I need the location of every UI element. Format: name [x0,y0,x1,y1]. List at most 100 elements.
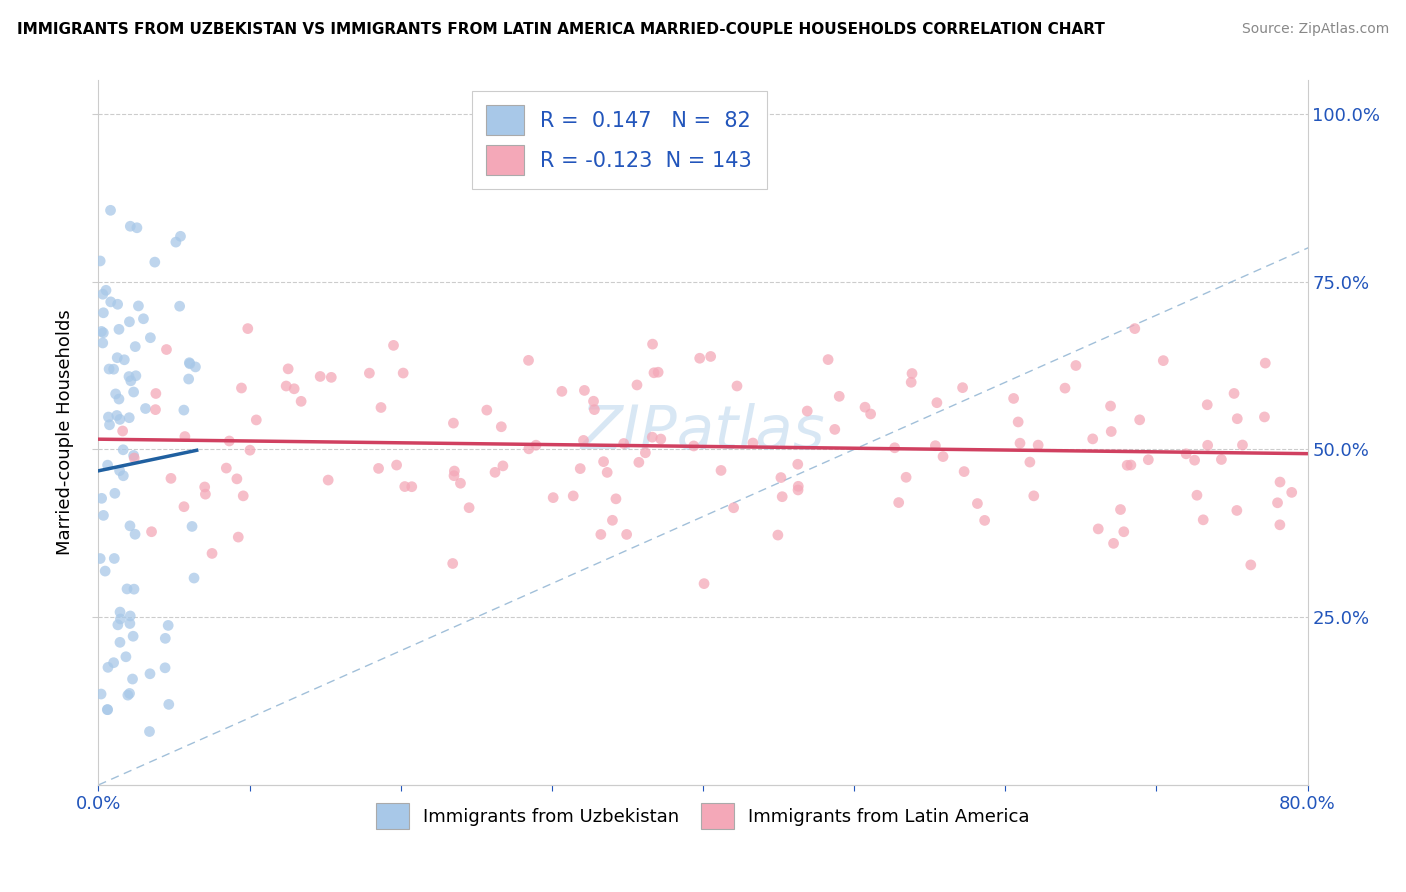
Point [239,443,262,458]
Point [583,402,606,417]
Point [1185,488,1208,502]
Point [650,432,672,446]
Point [118,369,141,384]
Point [218,434,240,448]
Point [1099,425,1122,439]
Point [143,255,166,269]
Point [925,395,948,409]
Point [316,473,339,487]
Point [157,618,180,632]
Point [276,379,298,393]
Point [900,376,922,390]
Point [786,457,808,471]
Point [184,359,207,374]
Point [118,616,141,631]
Point [1232,438,1254,452]
Point [104,387,127,401]
Point [367,461,389,475]
Point [796,404,818,418]
Point [110,612,132,626]
Point [115,649,138,664]
Legend: Immigrants from Uzbekistan, Immigrants from Latin America: Immigrants from Uzbekistan, Immigrants f… [366,792,1040,839]
Point [132,311,155,326]
Point [382,338,405,352]
Point [112,352,135,367]
Point [309,369,332,384]
Point [627,455,650,469]
Point [787,483,810,497]
Point [1211,452,1233,467]
Point [134,401,156,416]
Point [321,370,343,384]
Point [770,490,793,504]
Text: ZIPatlas: ZIPatlas [581,403,825,462]
Point [1002,392,1025,406]
Point [592,455,614,469]
Point [139,331,162,345]
Point [120,219,142,234]
Point [1268,517,1291,532]
Point [370,401,392,415]
Point [1137,452,1160,467]
Point [108,635,131,649]
Point [120,374,142,388]
Point [290,394,312,409]
Point [1022,489,1045,503]
Point [173,429,195,443]
Point [165,235,187,249]
Point [231,381,253,395]
Point [155,632,177,646]
Point [141,524,163,539]
Point [1175,447,1198,461]
Point [179,356,201,370]
Point [723,500,745,515]
Point [643,366,665,380]
Point [1109,502,1132,516]
Point [562,489,585,503]
Point [117,688,139,702]
Point [122,629,145,643]
Point [105,351,128,365]
Point [569,461,592,475]
Point [127,299,149,313]
Point [1007,415,1029,429]
Point [122,384,145,399]
Point [966,497,988,511]
Point [596,466,619,480]
Point [1226,503,1249,517]
Point [1008,436,1031,450]
Point [118,410,141,425]
Point [443,468,465,483]
Point [1184,453,1206,467]
Point [122,450,145,465]
Point [112,468,135,483]
Point [441,557,464,571]
Point [616,527,638,541]
Point [100,203,122,218]
Point [108,605,131,619]
Point [582,394,605,409]
Point [118,519,141,533]
Point [98,417,121,432]
Point [107,297,129,311]
Point [693,576,716,591]
Point [194,487,217,501]
Point [769,470,792,484]
Point [145,402,167,417]
Point [1267,496,1289,510]
Point [883,441,905,455]
Point [517,353,540,368]
Point [115,582,138,596]
Point [103,656,125,670]
Point [641,337,664,351]
Point [94,564,117,578]
Point [90,325,112,339]
Point [1018,455,1040,469]
Point [589,527,612,541]
Point [1240,558,1263,572]
Point [138,724,160,739]
Point [394,479,416,493]
Point [226,530,249,544]
Point [153,661,176,675]
Point [1123,321,1146,335]
